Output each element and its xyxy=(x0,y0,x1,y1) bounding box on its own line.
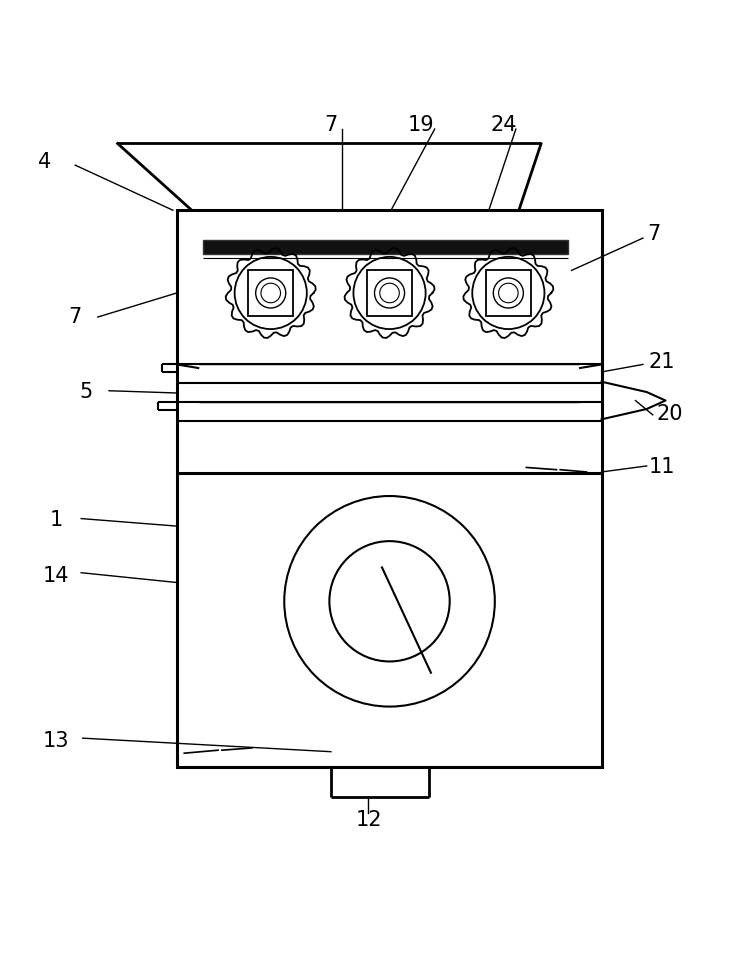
Text: 14: 14 xyxy=(43,565,70,586)
Text: 24: 24 xyxy=(490,114,517,135)
Text: 4: 4 xyxy=(38,153,52,172)
Text: 20: 20 xyxy=(656,404,683,423)
Text: 7: 7 xyxy=(68,306,82,327)
Bar xyxy=(367,271,412,316)
Text: 7: 7 xyxy=(647,224,661,244)
Bar xyxy=(177,211,602,767)
Text: 7: 7 xyxy=(324,114,338,135)
Text: 12: 12 xyxy=(355,810,382,829)
Text: 11: 11 xyxy=(648,457,675,476)
Text: 21: 21 xyxy=(648,351,675,372)
Text: 1: 1 xyxy=(50,510,63,529)
Text: 19: 19 xyxy=(408,114,435,135)
Bar xyxy=(203,242,568,254)
Text: 13: 13 xyxy=(43,731,70,751)
Text: 5: 5 xyxy=(80,381,93,401)
Bar xyxy=(248,271,293,316)
Bar xyxy=(486,271,531,316)
